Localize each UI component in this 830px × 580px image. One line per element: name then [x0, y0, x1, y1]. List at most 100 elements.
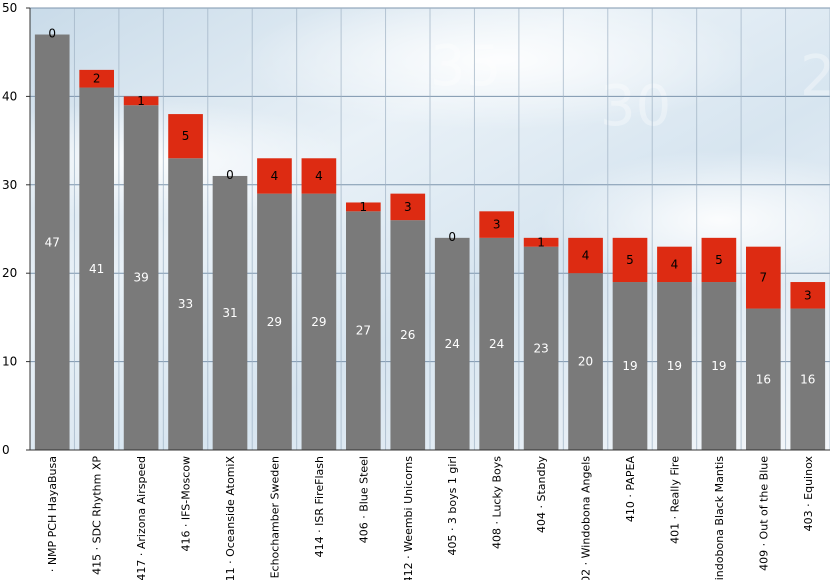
axes	[29, 8, 830, 451]
background-number: 35	[430, 34, 501, 99]
cloud-decor	[240, 0, 760, 130]
bar-segment-base	[790, 308, 826, 450]
bar-top-value-label: 0	[226, 168, 234, 182]
y-tick-label: 20	[2, 266, 17, 280]
bar-base-value-label: 47	[45, 235, 60, 249]
bar-base-value-label: 29	[267, 315, 282, 329]
y-tick-label: 50	[2, 1, 17, 15]
bar-segment-top	[123, 96, 159, 106]
x-category-label: 414 · ISR FireFlash	[313, 456, 326, 557]
bar-top-value-label: 4	[671, 257, 679, 271]
x-category-label: 405 · 3 boys 1 girl	[446, 456, 459, 556]
bar-segment-top	[346, 202, 381, 212]
bar-base-value-label: 29	[311, 315, 326, 329]
bar-segment-top	[301, 158, 337, 194]
bar-segment-base	[34, 34, 70, 451]
background-number: 2	[800, 44, 830, 109]
value-labels: 4704123913353102942942712632402432312041…	[45, 27, 816, 387]
bar-base-value-label: 33	[178, 297, 193, 311]
bar-segment-base	[479, 237, 514, 450]
x-category-label: 415 · SDC Rhythm XP	[91, 456, 104, 575]
x-category-label: 401 · Really Fire	[668, 456, 681, 544]
background-numbers: 35 30 2	[430, 34, 830, 139]
bars	[34, 34, 826, 451]
bar-top-value-label: 5	[182, 129, 190, 143]
bar-segment-base	[523, 246, 559, 450]
x-category-label: 412 · Weembi Unicorns	[402, 456, 415, 580]
bar-segment-top	[390, 193, 426, 221]
bar-top-value-label: 1	[137, 94, 145, 108]
bar-segment-top	[657, 246, 692, 283]
bar-segment-top	[701, 237, 737, 283]
x-category-label: /indobona Black Mantis	[713, 456, 726, 580]
bar-base-value-label: 27	[356, 324, 371, 338]
bar-segment-top	[479, 211, 514, 238]
bar-base-value-label: 31	[222, 306, 237, 320]
bar-segment-top	[79, 69, 114, 88]
bar-top-value-label: 0	[448, 230, 456, 244]
bar-segment-top	[523, 237, 559, 247]
bar-segment-base	[212, 175, 248, 450]
x-category-label: 406 · Blue Steel	[357, 456, 370, 543]
bar-top-value-label: 0	[48, 27, 56, 41]
y-tick-label: 0	[2, 443, 10, 457]
bar-segment-top	[168, 114, 203, 159]
y-tick-label: 10	[2, 355, 17, 369]
bar-segment-base	[434, 237, 470, 450]
bar-segment-base	[301, 193, 337, 450]
y-tick-label: 30	[2, 178, 17, 192]
bar-top-value-label: 1	[360, 200, 368, 214]
bar-segment-base	[257, 193, 292, 450]
y-tick-labels: 0 10 20 30 40 50	[2, 1, 30, 457]
x-category-label: 409 · Out of the Blue	[757, 456, 770, 571]
bar-segment-base	[612, 282, 648, 450]
bar-segment-top	[790, 282, 826, 309]
x-category-label: 408 · Lucky Boys	[491, 456, 504, 549]
bar-top-value-label: 4	[582, 249, 590, 263]
bar-base-value-label: 20	[578, 355, 593, 369]
bar-segment-top	[612, 237, 648, 283]
bar-top-value-label: 5	[626, 253, 634, 267]
bar-base-value-label: 23	[533, 341, 548, 355]
bar-top-value-label: 3	[493, 218, 501, 232]
bar-top-value-label: 5	[715, 253, 723, 267]
bar-base-value-label: 26	[400, 328, 415, 342]
x-category-label: 416 · IFS-Moscow	[180, 456, 193, 552]
x-category-label: 02 · Windobona Angels	[580, 456, 593, 580]
bar-top-value-label: 7	[760, 271, 768, 285]
bar-top-value-label: 1	[537, 235, 545, 249]
bar-segment-base	[746, 308, 781, 450]
background-number: 30	[600, 74, 671, 139]
bar-segment-base	[346, 211, 381, 450]
bar-segment-base	[123, 105, 159, 451]
x-tick-labels: · NMP PCH HayaBusa 415 · SDC Rhythm XP 417…	[46, 456, 815, 580]
bar-segment-base	[701, 282, 737, 450]
bar-top-value-label: 3	[404, 200, 412, 214]
bar-segment-top	[746, 246, 781, 309]
x-category-label: 404 · Standby	[535, 456, 548, 533]
bar-segment-base	[168, 158, 203, 450]
bar-base-value-label: 19	[711, 359, 726, 373]
bar-base-value-label: 39	[133, 271, 148, 285]
bar-top-value-label: 4	[315, 169, 323, 183]
bar-base-value-label: 41	[89, 262, 104, 276]
bar-segment-base	[657, 282, 692, 450]
bar-segment-base	[390, 220, 426, 450]
bar-segment-top	[257, 158, 292, 194]
bar-base-value-label: 19	[667, 359, 682, 373]
x-category-label: Echochamber Sweden	[268, 456, 281, 578]
bar-top-value-label: 3	[804, 288, 812, 302]
bar-top-value-label: 2	[93, 72, 101, 86]
bar-segment-base	[568, 273, 603, 450]
bar-segment-top	[568, 237, 603, 274]
bar-base-value-label: 24	[445, 337, 460, 351]
bar-base-value-label: 16	[800, 372, 815, 386]
x-category-label: · NMP PCH HayaBusa	[46, 456, 59, 572]
bar-base-value-label: 24	[489, 337, 504, 351]
y-tick-label: 40	[2, 89, 17, 103]
x-category-label: 403 · Equinox	[802, 456, 815, 532]
x-category-label: 410 · PAPEA	[624, 456, 637, 523]
bar-top-value-label: 4	[271, 169, 279, 183]
bar-base-value-label: 19	[622, 359, 637, 373]
